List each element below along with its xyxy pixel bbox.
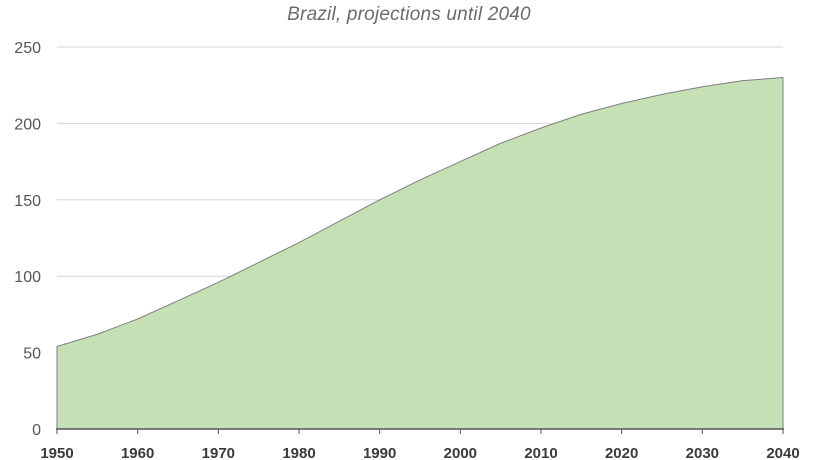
y-tick-label: 100 <box>14 269 41 286</box>
area-series <box>56 77 784 429</box>
x-tick-label: 1990 <box>363 445 396 460</box>
x-tick-label: 2020 <box>605 445 638 460</box>
x-tick-label: 1980 <box>282 445 315 460</box>
chart-title: Brazil, projections until 2040 <box>287 4 531 25</box>
x-tick-label: 1950 <box>40 445 73 460</box>
x-tick-label: 1970 <box>202 445 235 460</box>
x-tick-label: 2010 <box>524 445 557 460</box>
x-tick-label: 1960 <box>121 445 154 460</box>
area-fill <box>57 77 783 429</box>
x-axis-tick-labels: 1950 1960 1970 1980 1990 2000 2010 2020 2030 2040 <box>40 445 799 460</box>
y-tick-label: 150 <box>14 193 41 210</box>
y-tick-label: 200 <box>14 116 41 133</box>
series-line <box>56 77 784 347</box>
y-tick-label: 250 <box>14 40 41 57</box>
x-axis <box>56 428 784 434</box>
x-tick-label: 2030 <box>686 445 719 460</box>
y-tick-label: 0 <box>32 422 41 439</box>
x-tick-label: 2040 <box>766 445 799 460</box>
y-tick-label: 50 <box>23 346 41 363</box>
y-axis-tick-labels: 0 50 100 150 200 250 <box>14 40 41 439</box>
x-tick-label: 2000 <box>444 445 477 460</box>
